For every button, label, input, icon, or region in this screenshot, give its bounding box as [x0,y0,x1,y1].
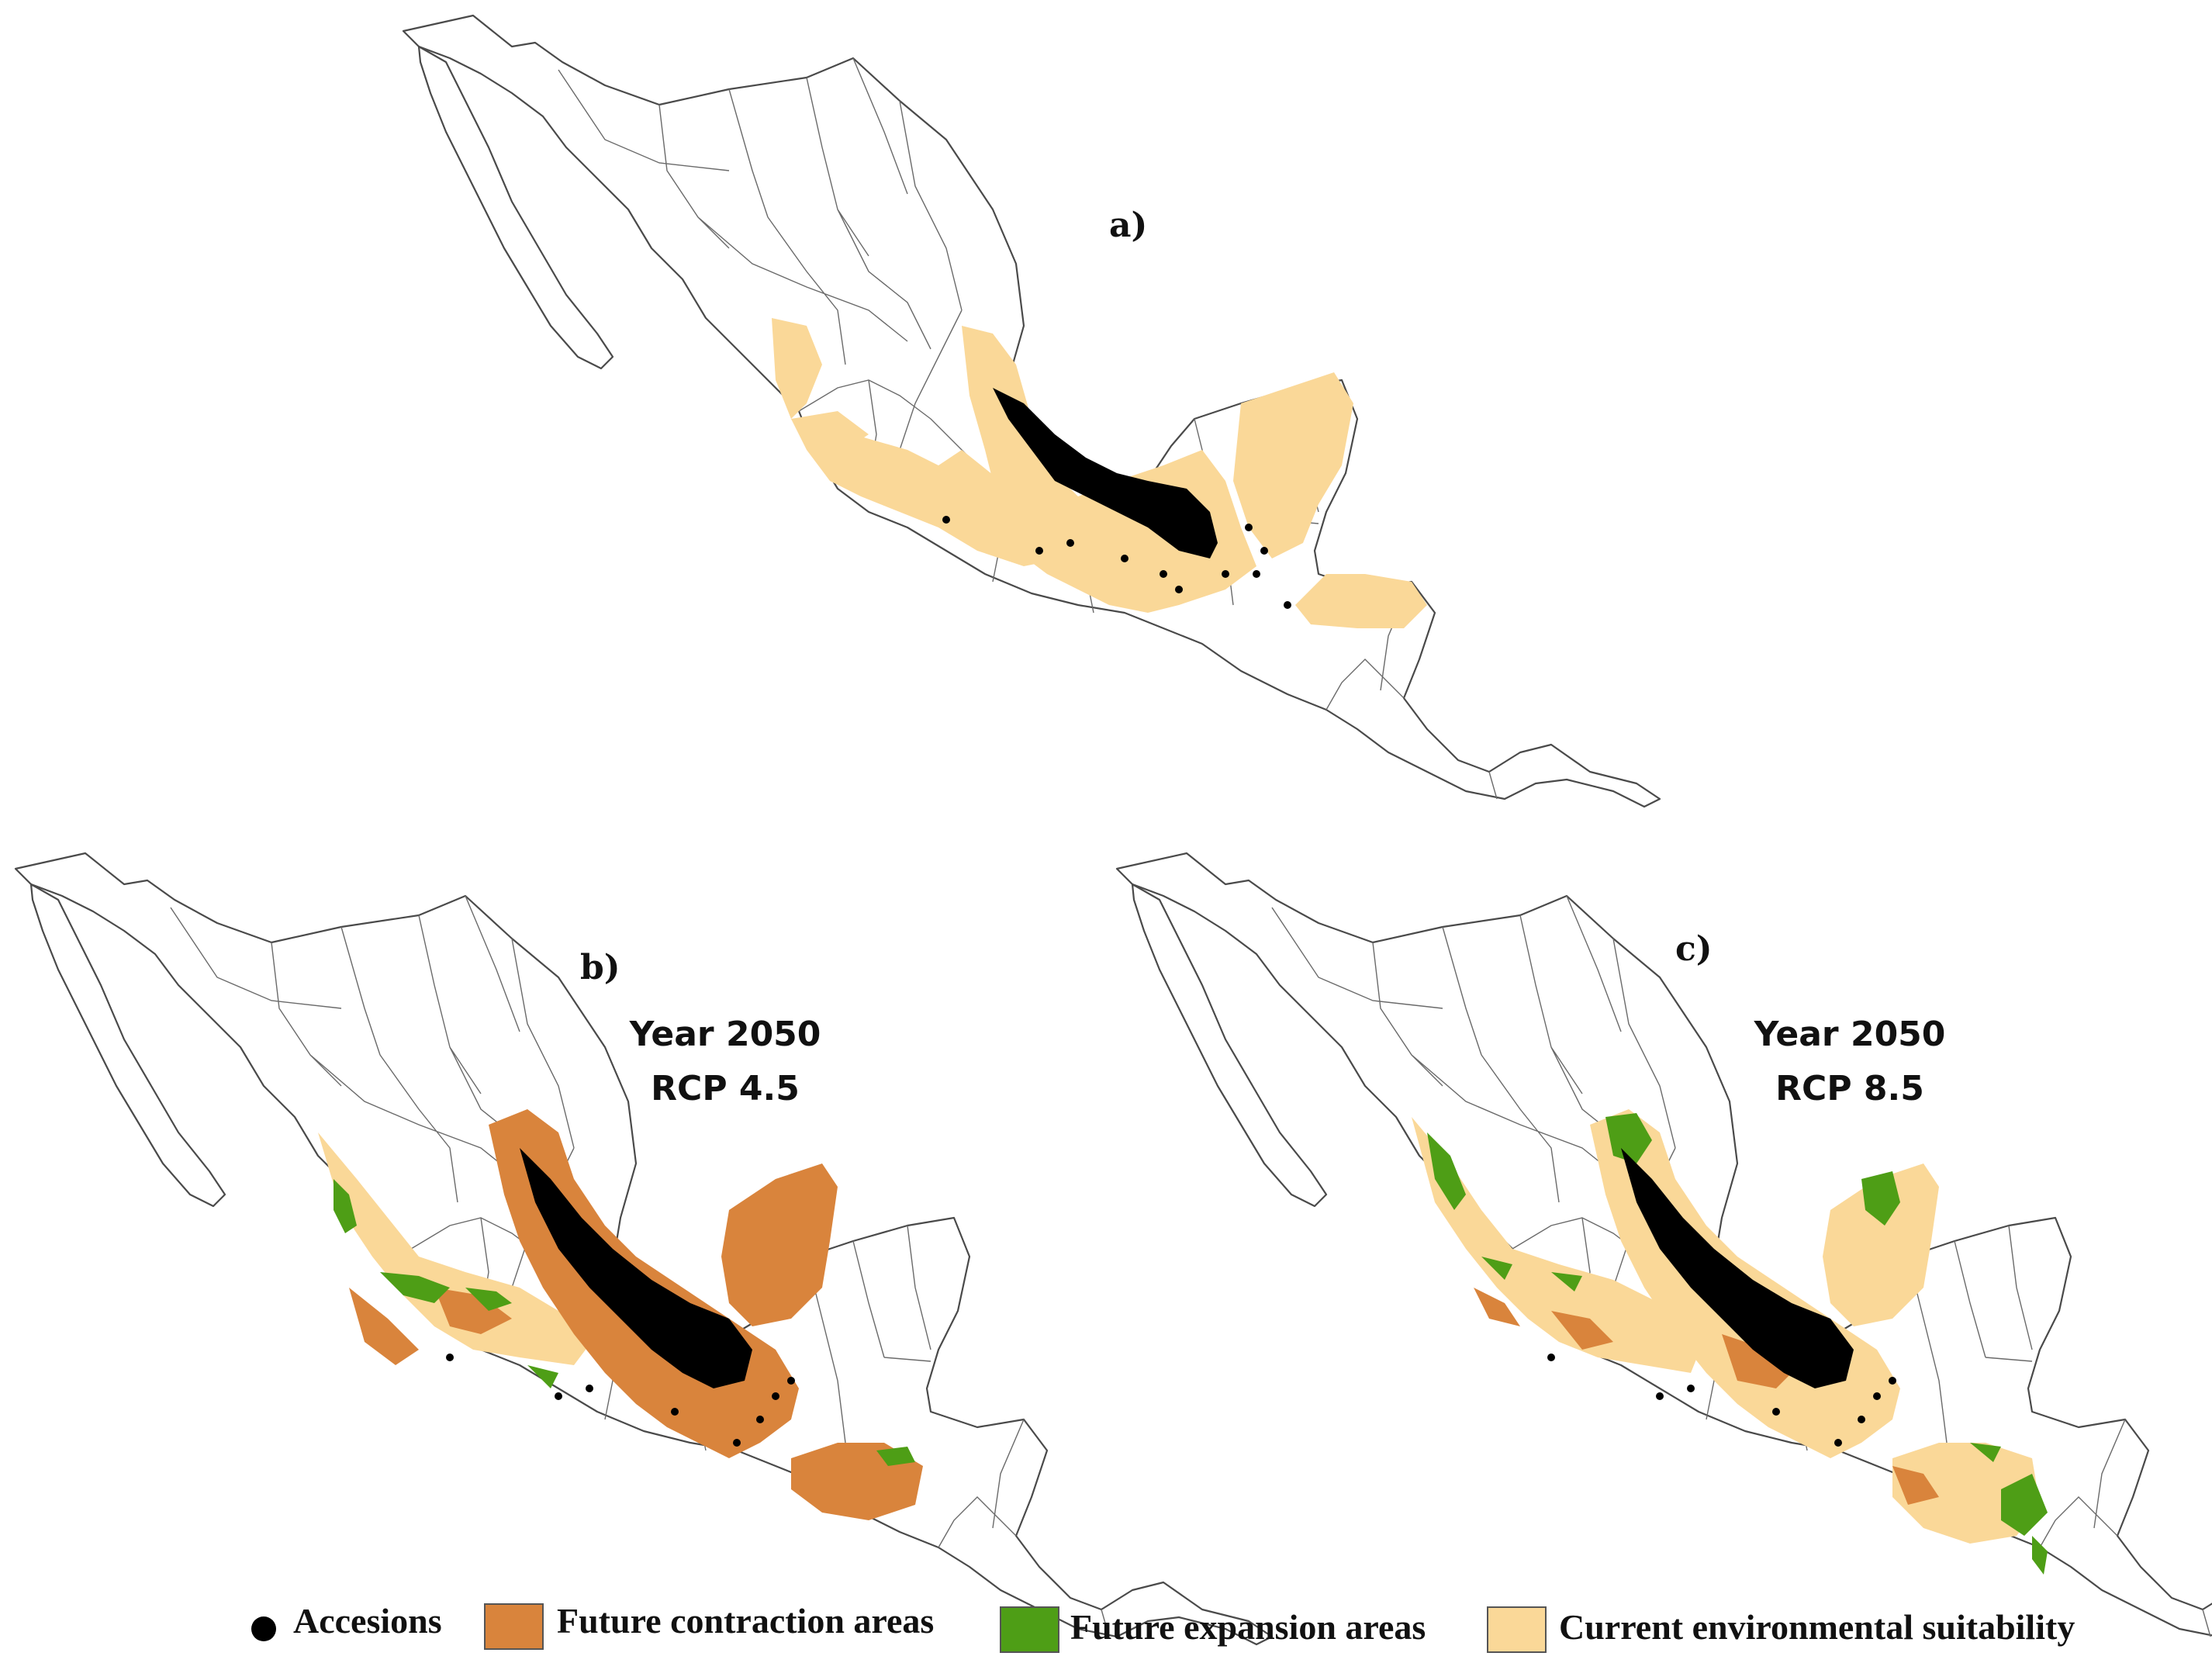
panel-label-c: c) [1675,929,1713,969]
scenario-year-c: Year 2050 [1754,1015,1946,1054]
suitability-legend-swatch [1487,1606,1547,1653]
accession-points [446,1148,795,1447]
map-panel-a [402,14,1661,808]
map-panel-c [1115,852,2212,1646]
legend-label-accessions: Accesions [293,1601,442,1641]
expansion-legend-swatch [1000,1606,1059,1653]
panel-label-a: a) [1109,206,1147,245]
expansion-areas [1427,1113,2048,1575]
legend-label-contraction: Future contraction areas [557,1601,934,1641]
accession-points [1547,1148,1896,1447]
panel-label-b: b) [580,948,620,987]
legend-label-suitability: Current environmental suitability [1559,1607,2075,1647]
contraction-legend-swatch [484,1603,544,1650]
legend-label-expansion: Future expansion areas [1070,1607,1426,1647]
accessions-legend-marker [251,1616,276,1641]
legend: Accesions Future contraction areas Futur… [251,1601,2075,1653]
scenario-rcp-c: RCP 8.5 [1775,1069,1924,1108]
contraction-areas [1474,1288,1939,1505]
expansion-areas [334,1179,915,1466]
map-panel-b [14,852,1274,1646]
scenario-rcp-b: RCP 4.5 [651,1069,800,1108]
scenario-year-b: Year 2050 [629,1015,821,1054]
accession-points [942,388,1291,609]
